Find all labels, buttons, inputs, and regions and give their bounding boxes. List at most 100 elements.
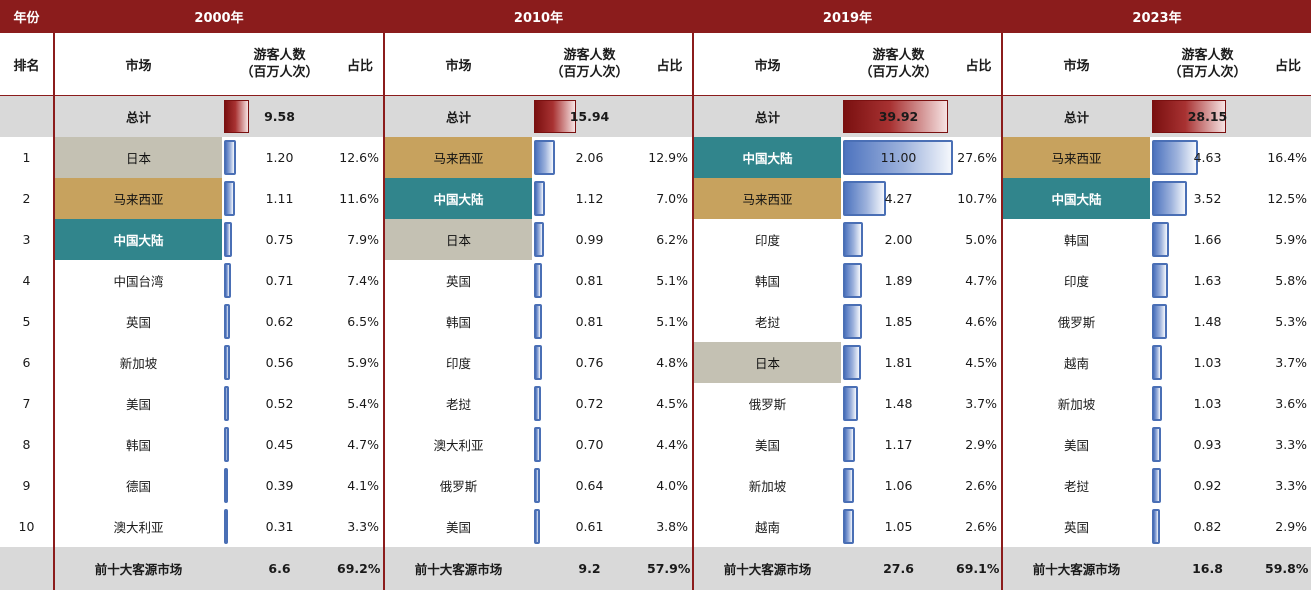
market-name: 马来西亚 [53,178,222,219]
top10-label: 前十大客源市场 [1001,547,1150,590]
visitors-value: 1.17 [884,437,913,452]
market-name: 英国 [383,260,532,301]
total-row: 总计 9.58 总计 15.94 总计 39.92 总计 28.15 [0,95,1311,137]
market-name: 中国台湾 [53,260,222,301]
share-value: 12.5% [1267,191,1308,206]
share-value: 2.9% [965,437,997,452]
visitors-cell: 11.00 [841,137,956,178]
share-value: 4.1% [347,478,379,493]
share-header: 占比 [1265,33,1311,96]
visitors-bar [224,222,232,257]
visitors-value: 1.03 [1193,355,1222,370]
share-value: 4.4% [656,437,688,452]
visitors-value: 0.82 [1193,519,1222,534]
top10-label: 前十大客源市场 [692,547,841,590]
visitors-bar [843,140,953,175]
visitors-header-line2: （百万人次） [859,65,938,80]
top10-rank-empty [0,547,54,590]
visitors-value: 1.11 [265,191,294,206]
visitors-bar [1152,263,1169,298]
visitors-bar [843,468,854,503]
market-name: 美国 [53,383,222,424]
table-row: 8 韩国 0.45 4.7% 澳大利亚 0.70 4.4% 美国 1.17 2.9% 美国 0.93 3… [0,424,1311,465]
visitors-cell: 0.81 [532,301,647,342]
share-value: 4.0% [656,478,688,493]
visitors-header-line2: （百万人次） [550,65,629,80]
visitors-value: 4.27 [884,191,913,206]
share-value: 11.6% [339,191,379,206]
rank-number: 2 [22,191,31,206]
visitors-value: 0.99 [575,232,604,247]
market-name: 韩国 [53,424,222,465]
table-row: 2 马来西亚 1.11 11.6% 中国大陆 1.12 7.0% 马来西亚 4.27 10.7% 中… [0,178,1311,219]
share-value: 7.9% [347,232,379,247]
visitors-cell: 1.66 [1150,219,1265,260]
top10-visitors: 6.6 [222,547,337,590]
visitors-value: 0.61 [575,519,604,534]
share-value: 12.6% [339,150,379,165]
top10-visitors: 27.6 [841,547,956,590]
market-name: 新加坡 [1001,383,1150,424]
year-title: 2000年 [53,0,384,33]
visitors-value: 1.85 [884,314,913,329]
share-value: 3.6% [1275,396,1308,411]
share-header: 占比 [647,33,693,96]
visitors-cell: 1.03 [1150,342,1265,383]
visitors-value: 0.45 [265,437,294,452]
share-value: 5.3% [1275,314,1308,329]
visitors-cell: 0.61 [532,506,647,547]
share-value: 3.3% [1275,478,1308,493]
column-header-row: 排名 市场 游客人数 （百万人次） 占比 市场 游客人数 （百万人次） 占比 市场 游客人数 （百万人… [0,33,1311,96]
visitors-header-line1: 游客人数 [253,48,306,63]
visitors-value: 1.63 [1193,273,1222,288]
visitors-value: 1.12 [575,191,604,206]
rank-label: 排名 [0,33,54,96]
share-value: 2.6% [965,519,997,534]
rank-number: 8 [22,437,31,452]
market-name: 中国大陆 [53,219,222,260]
market-name: 老挝 [1001,465,1150,506]
market-name: 德国 [53,465,222,506]
table-row: 3 中国大陆 0.75 7.9% 日本 0.99 6.2% 印度 2.00 5.0% 韩国 1.66 5… [0,219,1311,260]
visitors-cell: 0.75 [222,219,337,260]
table-row: 6 新加坡 0.56 5.9% 印度 0.76 4.8% 日本 1.81 4.5% 越南 1.03 3.… [0,342,1311,383]
share-value: 5.1% [656,314,688,329]
share-value: 2.9% [1275,519,1308,534]
market-name: 美国 [692,424,841,465]
visitors-header: 游客人数 （百万人次） [222,33,337,96]
total-label: 总计 [1001,95,1150,137]
market-name: 新加坡 [53,342,222,383]
share-value: 5.4% [347,396,379,411]
market-name: 俄罗斯 [692,383,841,424]
share-value: 7.0% [656,191,688,206]
top10-visitors: 16.8 [1150,547,1265,590]
visitors-bar [224,140,236,175]
total-label: 总计 [53,95,222,137]
total-share-empty [337,95,384,137]
visitors-cell: 2.06 [532,137,647,178]
share-value: 12.9% [648,150,688,165]
visitors-value: 0.64 [575,478,604,493]
visitors-bar [534,427,541,462]
visitors-value: 1.66 [1193,232,1222,247]
share-value: 27.6% [957,150,997,165]
total-bar [843,100,948,133]
visitors-bar [534,222,544,257]
total-value: 28.15 [1187,109,1228,124]
market-name: 马来西亚 [692,178,841,219]
market-name: 印度 [383,342,532,383]
visitors-bar [534,386,542,421]
market-name: 老挝 [383,383,532,424]
visitors-bar [534,304,543,339]
market-header: 市场 [53,33,222,96]
rank-number: 6 [22,355,31,370]
visitors-cell: 1.12 [532,178,647,219]
visitors-bar [1152,140,1199,175]
market-name: 澳大利亚 [53,506,222,547]
visitors-header: 游客人数 （百万人次） [532,33,647,96]
visitors-cell: 1.05 [841,506,956,547]
total-bar [1152,100,1227,133]
visitors-bar [1152,181,1188,216]
visitors-header-line1: 游客人数 [872,48,925,63]
top10-label: 前十大客源市场 [383,547,532,590]
